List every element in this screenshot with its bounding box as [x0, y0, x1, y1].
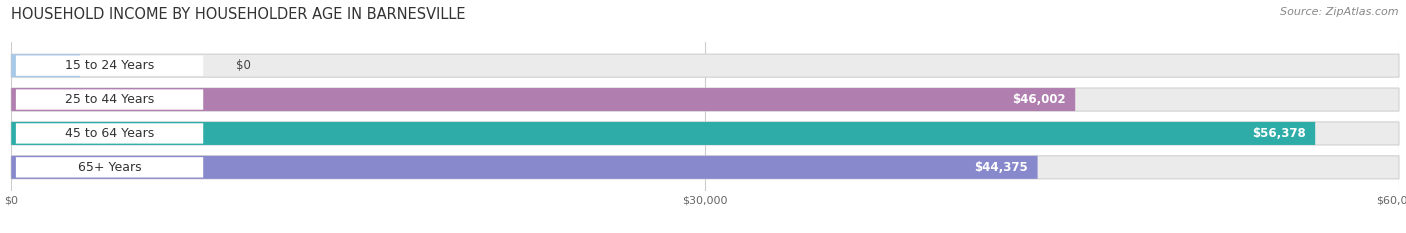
FancyBboxPatch shape [11, 88, 1076, 111]
FancyBboxPatch shape [11, 122, 1315, 145]
FancyBboxPatch shape [15, 123, 204, 144]
Text: $46,002: $46,002 [1012, 93, 1066, 106]
FancyBboxPatch shape [15, 89, 204, 110]
Text: 65+ Years: 65+ Years [77, 161, 142, 174]
FancyBboxPatch shape [11, 54, 1399, 77]
Text: HOUSEHOLD INCOME BY HOUSEHOLDER AGE IN BARNESVILLE: HOUSEHOLD INCOME BY HOUSEHOLDER AGE IN B… [11, 7, 465, 22]
Text: 25 to 44 Years: 25 to 44 Years [65, 93, 155, 106]
Text: $56,378: $56,378 [1253, 127, 1306, 140]
FancyBboxPatch shape [15, 55, 204, 76]
FancyBboxPatch shape [15, 157, 204, 178]
FancyBboxPatch shape [11, 156, 1038, 179]
Text: 45 to 64 Years: 45 to 64 Years [65, 127, 155, 140]
FancyBboxPatch shape [11, 156, 1399, 179]
FancyBboxPatch shape [11, 122, 1399, 145]
Text: $44,375: $44,375 [974, 161, 1028, 174]
Text: Source: ZipAtlas.com: Source: ZipAtlas.com [1281, 7, 1399, 17]
Text: 15 to 24 Years: 15 to 24 Years [65, 59, 155, 72]
FancyBboxPatch shape [11, 88, 1399, 111]
Text: $0: $0 [236, 59, 250, 72]
FancyBboxPatch shape [11, 54, 80, 77]
